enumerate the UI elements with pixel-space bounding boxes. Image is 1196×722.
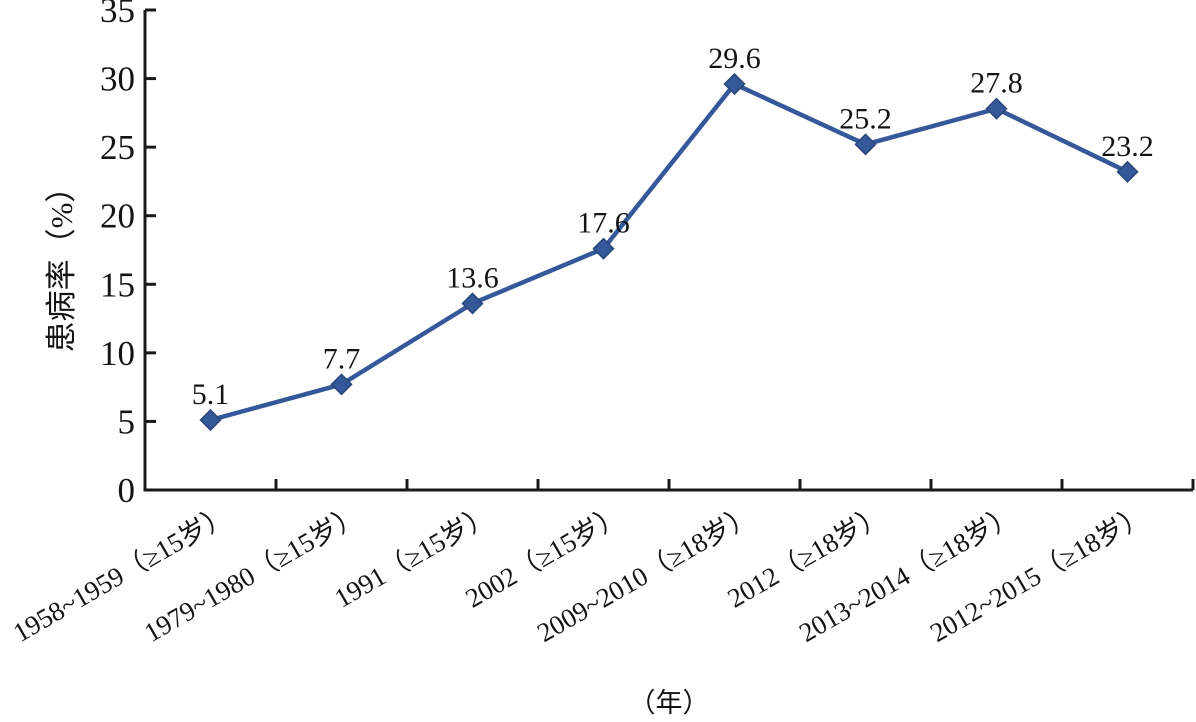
series-line (208, 81, 1130, 423)
data-point-marker (592, 237, 615, 260)
x-category-label: 2013~2014（≥18岁） (794, 499, 1022, 648)
y-tick-label: 10 (100, 334, 135, 373)
y-tick-label: 25 (100, 128, 135, 167)
data-point-marker (330, 373, 353, 396)
y-tick-label: 30 (100, 60, 135, 99)
data-point-label: 5.1 (192, 378, 230, 411)
data-point-label: 29.6 (708, 42, 761, 75)
y-tick-label: 5 (118, 402, 136, 441)
data-point-marker (199, 408, 222, 432)
data-point-label: 25.2 (839, 102, 892, 135)
x-axis-title: （年） (629, 688, 710, 718)
data-point-label: 17.6 (577, 207, 630, 240)
data-point-marker (1116, 160, 1139, 183)
x-category-label: 2012~2015（≥18岁） (925, 499, 1153, 648)
data-point-label: 13.6 (446, 261, 499, 294)
y-tick-label: 35 (100, 0, 135, 30)
y-tick-label: 0 (118, 471, 136, 510)
data-point-marker (723, 72, 746, 96)
data-point-label: 23.2 (1101, 130, 1154, 163)
x-category-label: 1979~1980（≥15岁） (139, 499, 367, 648)
y-axis-title: 患病率（%） (44, 172, 79, 353)
data-point-marker (985, 97, 1008, 120)
x-category-label: 2009~2010（≥18岁） (532, 499, 760, 648)
data-point-label: 7.7 (323, 342, 361, 375)
data-point-marker (461, 292, 484, 315)
y-tick-label: 15 (100, 265, 135, 304)
data-point-label: 27.8 (970, 67, 1023, 100)
x-category-label: 1958~1959（≥15岁） (8, 499, 236, 648)
data-point-marker (854, 133, 877, 156)
y-tick-label: 20 (100, 197, 135, 236)
